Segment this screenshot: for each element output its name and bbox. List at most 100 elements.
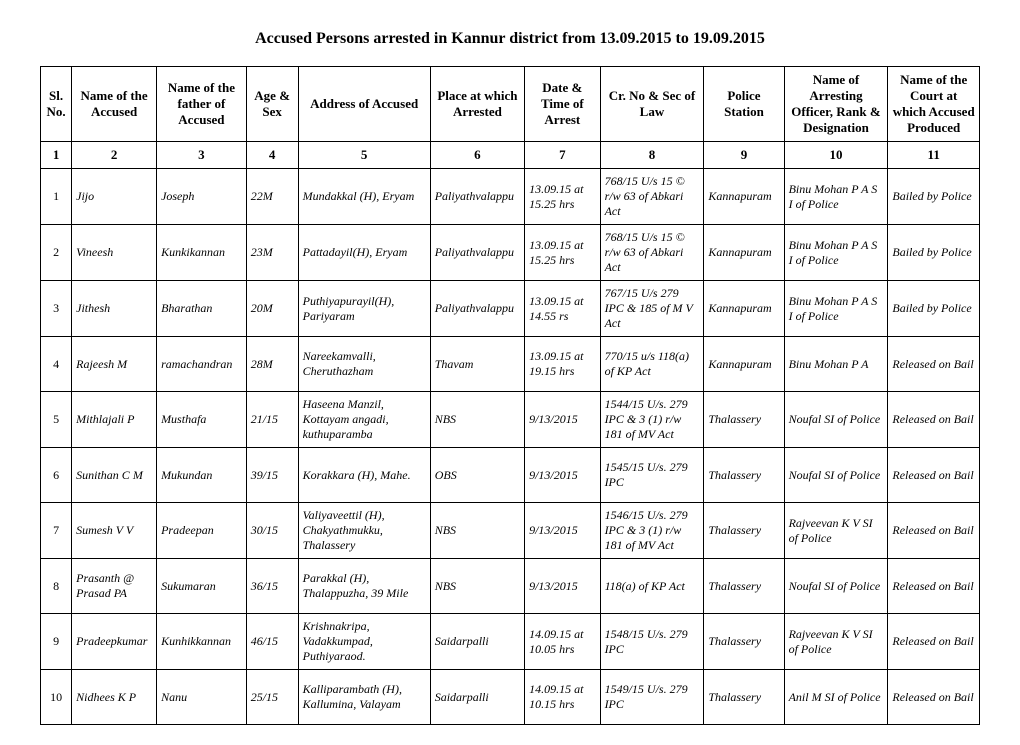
table-cell: Jijo <box>72 169 157 225</box>
col-header: Date & Time of Arrest <box>525 67 600 142</box>
table-cell: Paliyathvalappu <box>430 281 524 337</box>
table-cell: Jithesh <box>72 281 157 337</box>
table-cell: NBS <box>430 503 524 559</box>
table-cell: Musthafa <box>157 392 247 448</box>
table-cell: 28M <box>246 337 298 392</box>
table-cell: Rajveevan K V SI of Police <box>784 614 888 670</box>
table-cell: Noufal SI of Police <box>784 392 888 448</box>
table-cell: Released on Bail <box>888 670 980 725</box>
table-cell: 25/15 <box>246 670 298 725</box>
table-cell: Haseena Manzil, Kottayam angadi, kuthupa… <box>298 392 430 448</box>
table-cell: 9/13/2015 <box>525 392 600 448</box>
table-cell: 9/13/2015 <box>525 559 600 614</box>
table-row: 4Rajeesh Mramachandran28MNareekamvalli, … <box>41 337 980 392</box>
col-header: Police Station <box>704 67 784 142</box>
table-row: 1JijoJoseph22MMundakkal (H), EryamPaliya… <box>41 169 980 225</box>
table-cell: 770/15 u/s 118(a) of KP Act <box>600 337 704 392</box>
table-cell: 36/15 <box>246 559 298 614</box>
table-cell: 14.09.15 at 10.05 hrs <box>525 614 600 670</box>
table-cell: 767/15 U/s 279 IPC & 185 of M V Act <box>600 281 704 337</box>
table-cell: 10 <box>41 670 72 725</box>
table-cell: Thalassery <box>704 503 784 559</box>
table-cell: 21/15 <box>246 392 298 448</box>
table-row: 9PradeepkumarKunhikkannan46/15Krishnakri… <box>41 614 980 670</box>
table-cell: Rajveevan K V SI of Police <box>784 503 888 559</box>
table-cell: Kannapuram <box>704 281 784 337</box>
table-cell: 13.09.15 at 15.25 hrs <box>525 225 600 281</box>
col-header: Sl. No. <box>41 67 72 142</box>
table-cell: Puthiyapurayil(H), Pariyaram <box>298 281 430 337</box>
table-cell: 20M <box>246 281 298 337</box>
col-header: Age & Sex <box>246 67 298 142</box>
table-cell: 9/13/2015 <box>525 503 600 559</box>
table-row: 10Nidhees K PNanu25/15Kalliparambath (H)… <box>41 670 980 725</box>
table-row: 7Sumesh V VPradeepan30/15Valiyaveettil (… <box>41 503 980 559</box>
arrest-table: Sl. No. Name of the Accused Name of the … <box>40 66 980 725</box>
table-cell: Bailed by Police <box>888 169 980 225</box>
col-number: 8 <box>600 142 704 169</box>
table-cell: Kalliparambath (H), Kallumina, Valayam <box>298 670 430 725</box>
table-cell: Kannapuram <box>704 169 784 225</box>
table-cell: Pattadayil(H), Eryam <box>298 225 430 281</box>
table-cell: Kannapuram <box>704 225 784 281</box>
table-cell: 22M <box>246 169 298 225</box>
table-cell: Anil M SI of Police <box>784 670 888 725</box>
table-cell: 13.09.15 at 19.15 hrs <box>525 337 600 392</box>
table-cell: ramachandran <box>157 337 247 392</box>
table-cell: Joseph <box>157 169 247 225</box>
table-cell: 1544/15 U/s. 279 IPC & 3 (1) r/w 181 of … <box>600 392 704 448</box>
table-cell: Saidarpalli <box>430 614 524 670</box>
table-cell: Thavam <box>430 337 524 392</box>
table-cell: Released on Bail <box>888 614 980 670</box>
col-header: Name of the Court at which Accused Produ… <box>888 67 980 142</box>
table-cell: Sumesh V V <box>72 503 157 559</box>
col-number: 4 <box>246 142 298 169</box>
page-title: Accused Persons arrested in Kannur distr… <box>40 30 980 48</box>
table-cell: Paliyathvalappu <box>430 225 524 281</box>
table-cell: Binu Mohan P A S I of Police <box>784 169 888 225</box>
table-cell: 1545/15 U/s. 279 IPC <box>600 448 704 503</box>
table-cell: 1549/15 U/s. 279 IPC <box>600 670 704 725</box>
table-cell: Prasanth @ Prasad PA <box>72 559 157 614</box>
col-number: 6 <box>430 142 524 169</box>
table-cell: Rajeesh M <box>72 337 157 392</box>
table-cell: Thalassery <box>704 670 784 725</box>
col-header: Name of Arresting Officer, Rank & Design… <box>784 67 888 142</box>
col-header: Place at which Arrested <box>430 67 524 142</box>
table-cell: Kunhikkannan <box>157 614 247 670</box>
col-number: 10 <box>784 142 888 169</box>
table-row: 2VineeshKunkikannan23MPattadayil(H), Ery… <box>41 225 980 281</box>
table-cell: 3 <box>41 281 72 337</box>
table-cell: Saidarpalli <box>430 670 524 725</box>
table-cell: 14.09.15 at 10.15 hrs <box>525 670 600 725</box>
table-cell: 30/15 <box>246 503 298 559</box>
table-cell: 4 <box>41 337 72 392</box>
table-cell: Krishnakripa, Vadakkumpad, Puthiyaraod. <box>298 614 430 670</box>
table-cell: Kunkikannan <box>157 225 247 281</box>
table-cell: 8 <box>41 559 72 614</box>
col-header: Address of Accused <box>298 67 430 142</box>
table-cell: Paliyathvalappu <box>430 169 524 225</box>
table-cell: 118(a) of KP Act <box>600 559 704 614</box>
table-cell: 7 <box>41 503 72 559</box>
table-cell: Binu Mohan P A S I of Police <box>784 281 888 337</box>
table-cell: Thalassery <box>704 392 784 448</box>
table-cell: 768/15 U/s 15 © r/w 63 of Abkari Act <box>600 169 704 225</box>
table-cell: Pradeepkumar <box>72 614 157 670</box>
table-cell: Thalassery <box>704 559 784 614</box>
table-cell: 6 <box>41 448 72 503</box>
table-cell: 39/15 <box>246 448 298 503</box>
table-cell: Released on Bail <box>888 559 980 614</box>
col-header: Name of the father of Accused <box>157 67 247 142</box>
table-row: 5Mithlajali PMusthafa21/15Haseena Manzil… <box>41 392 980 448</box>
table-cell: Released on Bail <box>888 337 980 392</box>
table-cell: Kannapuram <box>704 337 784 392</box>
col-number: 5 <box>298 142 430 169</box>
table-cell: Korakkara (H), Mahe. <box>298 448 430 503</box>
table-row: 3JitheshBharathan20MPuthiyapurayil(H), P… <box>41 281 980 337</box>
table-cell: 13.09.15 at 14.55 rs <box>525 281 600 337</box>
table-cell: Mukundan <box>157 448 247 503</box>
table-cell: 13.09.15 at 15.25 hrs <box>525 169 600 225</box>
table-cell: 46/15 <box>246 614 298 670</box>
col-number: 11 <box>888 142 980 169</box>
